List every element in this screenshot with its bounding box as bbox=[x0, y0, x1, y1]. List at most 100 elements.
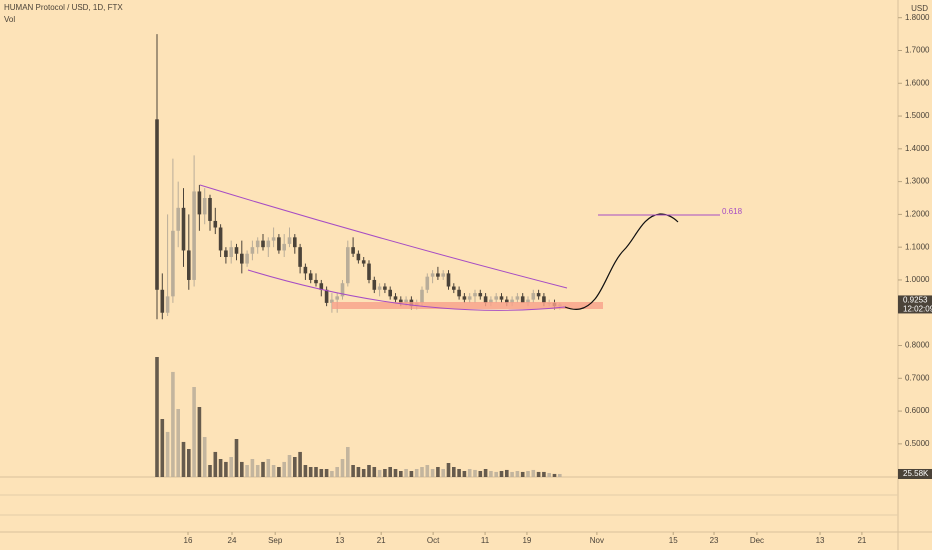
candle-body bbox=[441, 273, 445, 277]
volume-bar bbox=[558, 473, 562, 477]
volume-bar bbox=[261, 461, 265, 477]
candle-body bbox=[192, 191, 196, 280]
candle-body bbox=[250, 247, 255, 254]
candle-body bbox=[404, 299, 408, 303]
candle-body bbox=[202, 197, 207, 215]
volume-bar bbox=[520, 471, 525, 477]
candle-body bbox=[361, 260, 366, 264]
candle-body bbox=[330, 299, 334, 303]
volume-bar bbox=[536, 471, 541, 477]
volume-bar bbox=[160, 419, 165, 477]
drawings: 0.618 bbox=[199, 184, 743, 311]
candle-body bbox=[351, 247, 355, 254]
volume-bar bbox=[271, 465, 276, 477]
volume-bar bbox=[452, 467, 456, 477]
volume-bar bbox=[176, 409, 180, 477]
candle-body bbox=[483, 296, 488, 303]
volume-bar bbox=[224, 461, 228, 477]
candle-body bbox=[282, 243, 286, 251]
volume-bar bbox=[404, 469, 408, 477]
volume-bar bbox=[393, 469, 398, 477]
volume-bar bbox=[319, 469, 324, 477]
candle-body bbox=[340, 283, 345, 297]
x-tick-label: 13 bbox=[335, 536, 344, 545]
x-tick-label: Oct bbox=[427, 536, 440, 545]
candle-body bbox=[165, 296, 170, 313]
y-tick-label: 0.7000 bbox=[905, 373, 930, 382]
candle-body bbox=[478, 293, 483, 297]
candle-body bbox=[308, 273, 313, 280]
last-price: 0.9253 bbox=[903, 296, 928, 305]
volume-bar bbox=[282, 461, 286, 477]
volume-bar bbox=[425, 465, 430, 477]
volume-bar bbox=[399, 471, 403, 477]
volume-bar bbox=[234, 439, 239, 477]
x-tick-label: 23 bbox=[710, 536, 719, 545]
volume-bar bbox=[409, 471, 414, 477]
chart-title: HUMAN Protocol / USD, 1D, FTX bbox=[4, 3, 123, 12]
y-tick-label: 1.5000 bbox=[905, 111, 930, 120]
x-tick-label: Sep bbox=[268, 536, 283, 545]
volume-bar bbox=[287, 455, 292, 477]
candle-body bbox=[383, 286, 387, 290]
volume-bar bbox=[420, 467, 424, 477]
volume-bar bbox=[510, 471, 514, 477]
volume-bar bbox=[499, 471, 504, 477]
candle-body bbox=[346, 247, 350, 284]
candle-body bbox=[181, 207, 186, 251]
volume-bar bbox=[473, 469, 477, 477]
candle-body bbox=[467, 296, 472, 300]
volume-bar bbox=[526, 471, 530, 477]
volume-bar bbox=[436, 467, 440, 477]
candle-body bbox=[218, 227, 223, 251]
candle-body bbox=[425, 276, 430, 290]
volume-bar bbox=[324, 469, 329, 477]
y-tick-label: 1.4000 bbox=[905, 144, 930, 153]
volume-bar bbox=[197, 407, 202, 477]
y-tick-label: 1.1000 bbox=[905, 242, 930, 251]
y-tick-label: 1.7000 bbox=[905, 46, 930, 55]
y-tick-label: 1.0000 bbox=[905, 275, 930, 284]
volume-bar bbox=[213, 451, 218, 477]
candle-body bbox=[293, 237, 297, 248]
volume-bar bbox=[467, 469, 472, 477]
y-tick-label: 1.3000 bbox=[905, 177, 930, 186]
x-tick-label: 13 bbox=[816, 536, 825, 545]
volume-bar bbox=[208, 465, 212, 477]
volume-bar bbox=[330, 471, 334, 477]
candle-body bbox=[436, 273, 440, 277]
candle-body bbox=[499, 296, 504, 300]
volume-bar bbox=[457, 469, 461, 477]
x-tick-label: 24 bbox=[228, 536, 237, 545]
candle-body bbox=[261, 240, 265, 248]
volume-bar bbox=[351, 465, 355, 477]
x-tick-label: 21 bbox=[857, 536, 866, 545]
candle-body bbox=[303, 266, 308, 274]
candle-body bbox=[457, 289, 461, 297]
candle-body bbox=[319, 283, 324, 290]
candle-body bbox=[234, 247, 239, 254]
volume-bar bbox=[308, 467, 313, 477]
volume-bar bbox=[240, 461, 244, 477]
y-tick-label: 0.5000 bbox=[905, 439, 930, 448]
volume-bar bbox=[218, 459, 223, 477]
volume-bar bbox=[430, 469, 435, 477]
volume-bar bbox=[335, 467, 339, 477]
x-tick-label: 16 bbox=[184, 536, 193, 545]
candle-body bbox=[356, 253, 361, 261]
channel-lower bbox=[247, 269, 566, 311]
candle-body bbox=[314, 279, 318, 284]
fib-label: 0.618 bbox=[722, 207, 743, 216]
candle-body bbox=[452, 286, 456, 290]
candle-body bbox=[324, 289, 329, 303]
candle-body bbox=[473, 293, 477, 297]
countdown: 12:02:09 bbox=[903, 305, 932, 314]
candle-body bbox=[271, 237, 276, 241]
y-tick-label: 1.6000 bbox=[905, 78, 930, 87]
axis-unit: USD bbox=[911, 4, 928, 13]
volume-bar bbox=[505, 469, 509, 477]
candle-body bbox=[510, 299, 514, 303]
volume-bar bbox=[155, 357, 159, 477]
